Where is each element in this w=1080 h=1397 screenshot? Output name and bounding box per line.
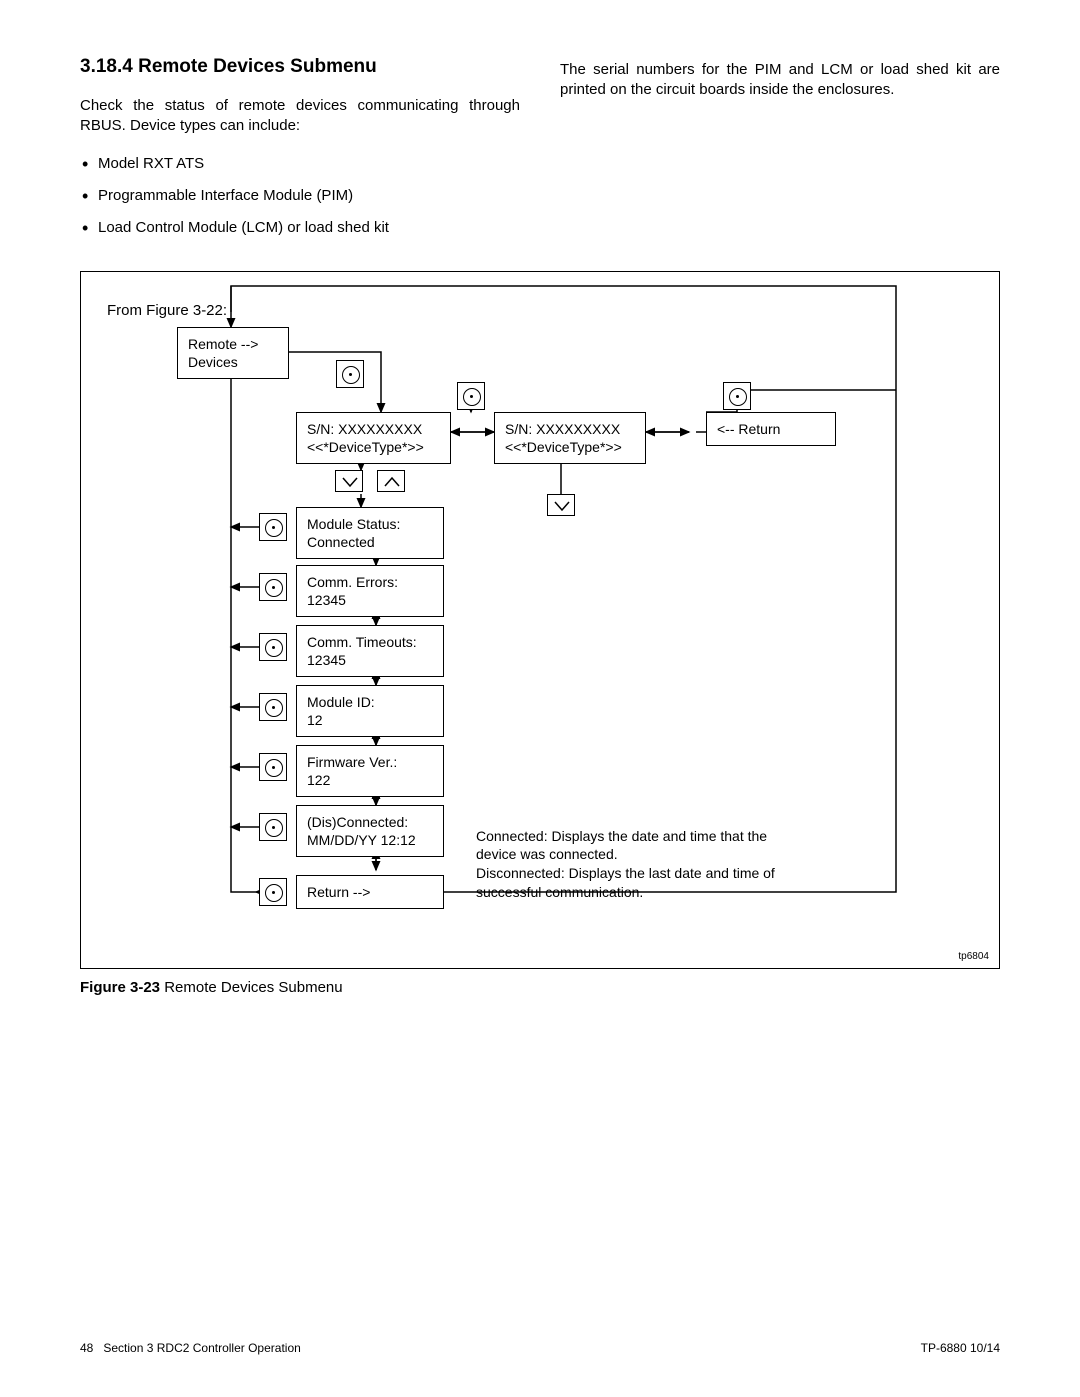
intro-paragraph: Check the status of remote devices commu… — [80, 96, 520, 137]
node-return-bottom: Return --> — [296, 875, 444, 909]
node-module-id: Module ID: 12 — [296, 685, 444, 737]
node-return-top: <-- Return — [706, 412, 836, 446]
serial-note: The serial numbers for the PIM and LCM o… — [560, 60, 1000, 101]
sn-line2: <<*DeviceType*>> — [307, 439, 424, 455]
page-number: 48 — [80, 1341, 93, 1355]
connected-annotation: Connected: Displays the date and time th… — [476, 827, 806, 903]
footer-right: TP-6880 10/14 — [921, 1341, 1000, 1355]
node-sn-2: S/N: XXXXXXXXX <<*DeviceType*>> — [494, 412, 646, 464]
node-firmware-ver: Firmware Ver.: 122 — [296, 745, 444, 797]
select-icon — [336, 360, 364, 388]
node-remote-devices: Remote --> Devices — [177, 327, 289, 379]
chevron-down-icon — [335, 470, 363, 492]
node-comm-errors: Comm. Errors: 12345 — [296, 565, 444, 617]
figure-caption: Figure 3-23 Remote Devices Submenu — [80, 979, 1000, 996]
node-disconnected: (Dis)Connected: MM/DD/YY 12:12 — [296, 805, 444, 857]
list-item: Load Control Module (LCM) or load shed k… — [80, 219, 520, 236]
select-icon — [259, 878, 287, 906]
figure-diagram: From Figure 3-22: Remote --> Devices S/N… — [80, 271, 1000, 969]
sn-line1: S/N: XXXXXXXXX — [307, 421, 422, 437]
list-item: Model RXT ATS — [80, 155, 520, 172]
select-icon — [259, 573, 287, 601]
select-icon — [723, 382, 751, 410]
select-icon — [259, 813, 287, 841]
figure-number: Figure 3-23 — [80, 979, 160, 996]
select-icon — [259, 753, 287, 781]
figure-title: Remote Devices Submenu — [160, 979, 343, 996]
chevron-up-icon — [377, 470, 405, 492]
node-comm-timeouts: Comm. Timeouts: 12345 — [296, 625, 444, 677]
sn-line1: S/N: XXXXXXXXX — [505, 421, 620, 437]
sn-line2: <<*DeviceType*>> — [505, 439, 622, 455]
annotation-line: Disconnected: Displays the last date and… — [476, 865, 775, 900]
from-figure-label: From Figure 3-22: — [107, 302, 227, 319]
diagram-tag: tp6804 — [958, 951, 989, 962]
chevron-down-icon — [547, 494, 575, 516]
section-label: Section 3 RDC2 Controller Operation — [103, 1341, 300, 1355]
select-icon — [259, 633, 287, 661]
section-heading: 3.18.4 Remote Devices Submenu — [80, 56, 520, 78]
list-item: Programmable Interface Module (PIM) — [80, 187, 520, 204]
footer-left: 48 Section 3 RDC2 Controller Operation — [80, 1341, 301, 1355]
node-module-status: Module Status: Connected — [296, 507, 444, 559]
node-sn-1: S/N: XXXXXXXXX <<*DeviceType*>> — [296, 412, 451, 464]
select-icon — [259, 693, 287, 721]
device-type-list: Model RXT ATS Programmable Interface Mod… — [80, 155, 520, 236]
annotation-line: Connected: Displays the date and time th… — [476, 828, 767, 863]
select-icon — [457, 382, 485, 410]
select-icon — [259, 513, 287, 541]
page-footer: 48 Section 3 RDC2 Controller Operation T… — [80, 1341, 1000, 1355]
